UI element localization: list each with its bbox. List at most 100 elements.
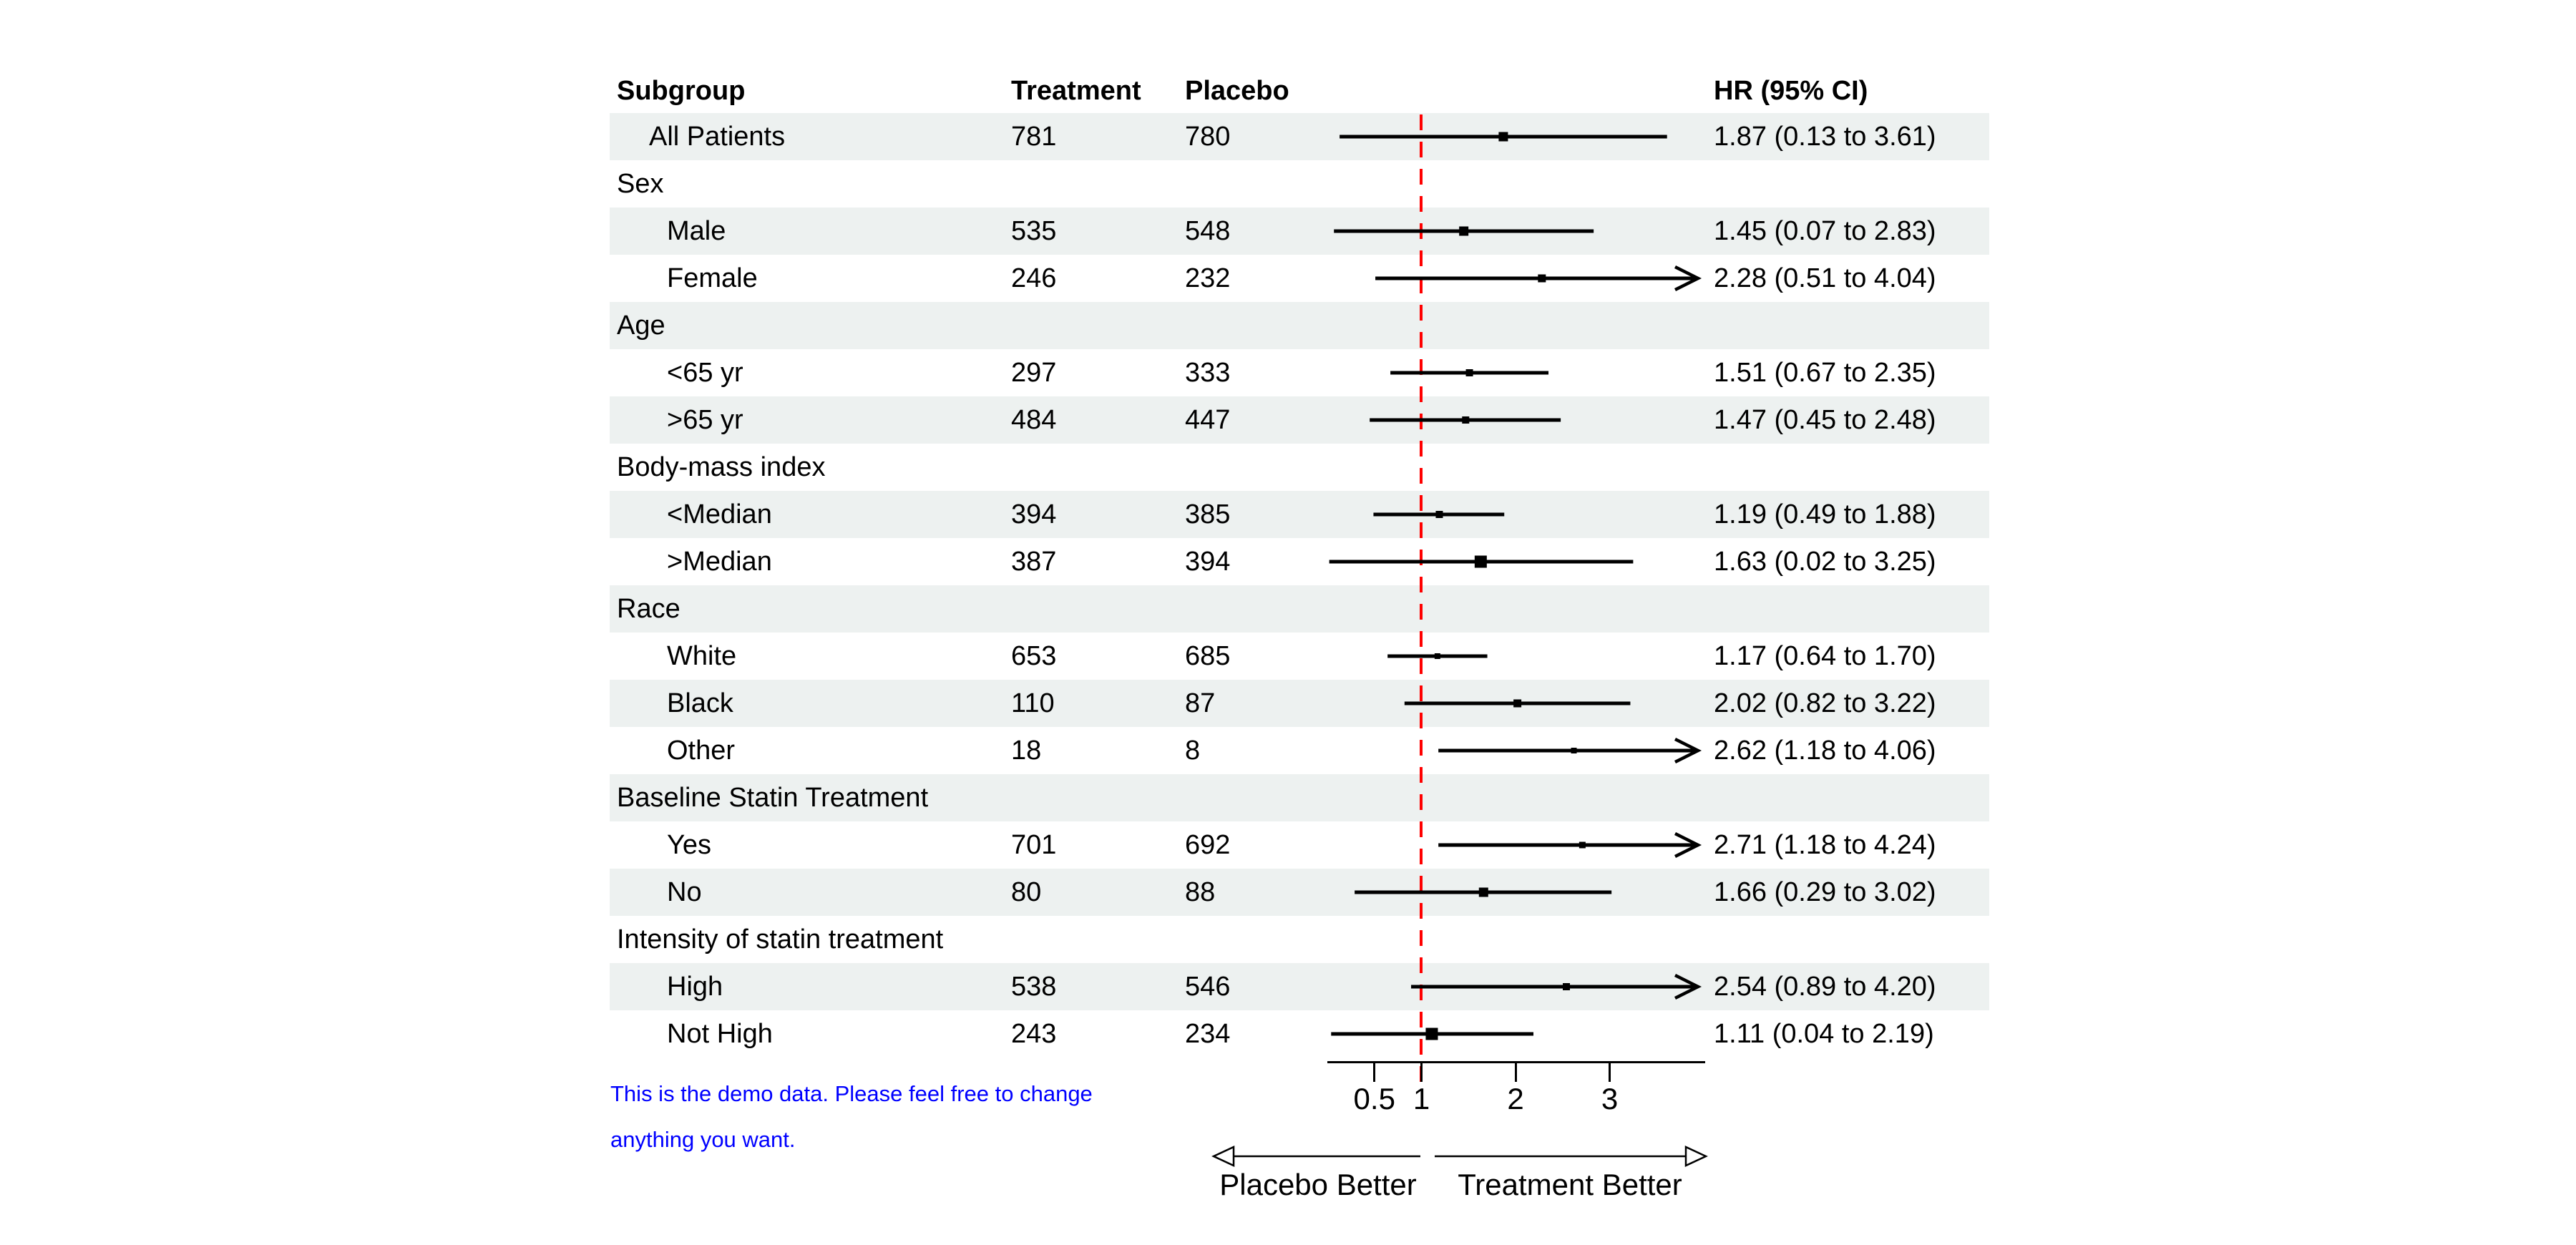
direction-arrows: [1211, 1146, 1708, 1167]
table-row: Sex: [610, 160, 1989, 208]
subgroup-label: Yes: [667, 829, 711, 860]
forest-plot-cell: [1327, 302, 1704, 349]
table-row: White 653 685 1.17 (0.64 to 1.70): [610, 633, 1989, 680]
placebo-count: 232: [1185, 263, 1231, 293]
hr-ci-value: 1.63 (0.02 to 3.25): [1714, 546, 1936, 577]
placebo-count: 234: [1185, 1018, 1231, 1049]
header-placebo: Placebo: [1185, 75, 1289, 106]
hr-ci-value: 1.19 (0.49 to 1.88): [1714, 499, 1936, 529]
table-row: Female 246 232 2.28 (0.51 to 4.04): [610, 255, 1989, 302]
forest-plot-cell: [1327, 633, 1704, 680]
hr-point-marker: [1513, 699, 1522, 708]
placebo-count: 685: [1185, 640, 1231, 671]
subgroup-label: Baseline Statin Treatment: [617, 782, 929, 813]
treatment-count: 535: [1011, 215, 1057, 246]
ci-whisker: [1355, 887, 1612, 897]
row-stripe: [610, 302, 1989, 349]
subgroup-label: High: [667, 971, 723, 1002]
subgroup-label: Female: [667, 263, 758, 293]
header-plot-spacer: [1327, 67, 1704, 114]
table-row: >65 yr 484 447 1.47 (0.45 to 2.48): [610, 396, 1989, 444]
forest-plot-cell: [1327, 255, 1704, 302]
table-row: High 538 546 2.54 (0.89 to 4.20): [610, 963, 1989, 1010]
subgroup-label: Age: [617, 310, 665, 341]
forest-plot-cell: [1327, 774, 1704, 821]
hr-point-marker: [1462, 416, 1470, 424]
row-stripe: [610, 963, 1989, 1010]
subgroup-label: Race: [617, 593, 680, 624]
placebo-count: 447: [1185, 404, 1231, 435]
row-stripe: [610, 869, 1989, 916]
treatment-better-label: Treatment Better: [1458, 1168, 1682, 1201]
axis-tick: [1514, 1063, 1517, 1082]
table-row: Black 110 87 2.02 (0.82 to 3.22): [610, 680, 1989, 727]
subgroup-label: Body-mass index: [617, 451, 826, 482]
hr-point-marker: [1465, 369, 1473, 376]
subgroup-label: Not High: [667, 1018, 773, 1049]
hr-ci-value: 1.66 (0.29 to 3.02): [1714, 877, 1936, 907]
hr-point-marker: [1474, 555, 1487, 568]
right-arrowhead-icon: [1684, 1146, 1708, 1167]
ci-whisker: [1370, 416, 1561, 424]
table-row: <Median 394 385 1.19 (0.49 to 1.88): [610, 491, 1989, 538]
ci-clipped-arrowhead-icon: [1674, 737, 1702, 764]
reference-line: [1420, 114, 1423, 1085]
table-row: >Median 387 394 1.63 (0.02 to 3.25): [610, 538, 1989, 585]
hr-ci-value: 1.87 (0.13 to 3.61): [1714, 121, 1936, 152]
forest-plot-cell: [1327, 444, 1704, 491]
hr-ci-value: 1.51 (0.67 to 2.35): [1714, 357, 1936, 388]
row-stripe: [610, 585, 1989, 633]
forest-plot-cell: [1327, 1010, 1704, 1058]
treatment-better-arrow: [1435, 1146, 1708, 1167]
table-row: All Patients 781 780 1.87 (0.13 to 3.61): [610, 113, 1989, 160]
subgroup-label: <65 yr: [667, 357, 743, 388]
hr-point-marker: [1571, 748, 1577, 753]
table-row: Intensity of statin treatment: [610, 916, 1989, 963]
subgroup-label: Other: [667, 735, 736, 766]
hr-point-marker: [1563, 983, 1571, 990]
treatment-count: 394: [1011, 499, 1057, 529]
treatment-count: 484: [1011, 404, 1057, 435]
x-axis-line: [1327, 1061, 1705, 1063]
forest-plot-cell: [1327, 538, 1704, 585]
ci-whisker: [1331, 1027, 1533, 1040]
row-stripe: [610, 208, 1989, 255]
treatment-count: 781: [1011, 121, 1057, 152]
subgroup-label: No: [667, 877, 702, 907]
treatment-count: 653: [1011, 640, 1057, 671]
forest-plot-cell: [1327, 680, 1704, 727]
forest-plot-cell: [1327, 727, 1704, 774]
subgroup-label: White: [667, 640, 737, 671]
left-arrowhead-icon: [1211, 1146, 1235, 1167]
subgroup-label: All Patients: [649, 121, 786, 152]
hr-ci-value: 1.11 (0.04 to 2.19): [1714, 1018, 1934, 1049]
ci-whisker: [1404, 699, 1631, 708]
hr-ci-value: 2.02 (0.82 to 3.22): [1714, 688, 1936, 718]
hr-ci-value: 2.62 (1.18 to 4.06): [1714, 735, 1936, 766]
hr-point-marker: [1425, 1027, 1438, 1040]
row-stripe: [610, 113, 1989, 160]
treatment-count: 297: [1011, 357, 1057, 388]
subgroup-label: <Median: [667, 499, 772, 529]
hr-point-marker: [1538, 274, 1546, 283]
axis-tick: [1609, 1063, 1611, 1082]
hr-point-marker: [1459, 226, 1469, 236]
placebo-count: 780: [1185, 121, 1231, 152]
placebo-count: 548: [1185, 215, 1231, 246]
axis-tick-label: 0.5: [1353, 1082, 1395, 1115]
subgroup-label: >Median: [667, 546, 772, 577]
hr-point-marker: [1579, 841, 1586, 849]
footnote: This is the demo data. Please feel free …: [610, 1071, 1093, 1163]
header-hr-ci: HR (95% CI): [1714, 75, 1868, 106]
axis-tick: [1420, 1063, 1423, 1082]
hr-point-marker: [1498, 132, 1508, 142]
table-row: Baseline Statin Treatment: [610, 774, 1989, 821]
table-row: Male 535 548 1.45 (0.07 to 2.83): [610, 208, 1989, 255]
forest-plot-cell: [1327, 208, 1704, 255]
row-stripe: [610, 396, 1989, 444]
header-subgroup: Subgroup: [617, 75, 746, 106]
placebo-count: 8: [1185, 735, 1201, 766]
table-row: <65 yr 297 333 1.51 (0.67 to 2.35): [610, 349, 1989, 396]
ci-whisker: [1387, 653, 1488, 659]
hr-ci-value: 1.17 (0.64 to 1.70): [1714, 640, 1936, 671]
